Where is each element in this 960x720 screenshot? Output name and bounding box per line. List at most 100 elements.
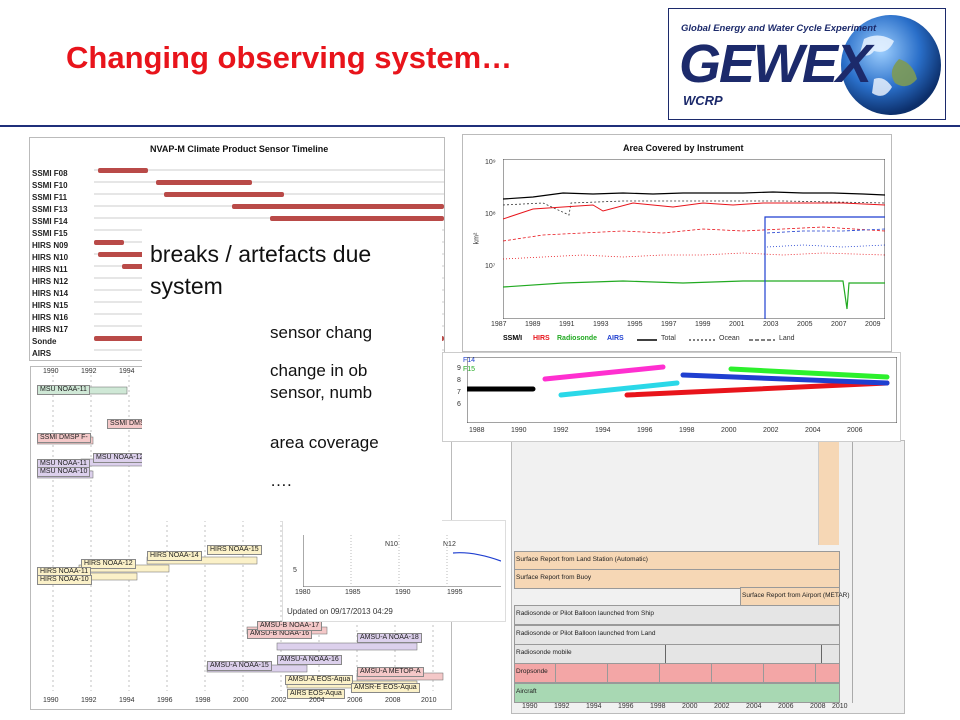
sensor-label: HIRS N09 <box>32 241 69 250</box>
bullet-text: change in ob <box>270 361 368 380</box>
x-tick: 1996 <box>618 703 634 710</box>
x-tick: 1988 <box>469 427 485 434</box>
x-tick: 1998 <box>195 697 211 704</box>
x-tick: 2006 <box>847 427 863 434</box>
bullet-item: • sensor chang <box>270 322 442 344</box>
sat-label: AIRS EOS-Aqua <box>287 689 345 699</box>
sat-label: MSU NOAA-12 <box>93 453 147 463</box>
legend-f15: F15 <box>463 366 476 373</box>
sat-label: AMSU-A NOAA-18 <box>357 633 422 643</box>
airs-total-line <box>764 216 885 319</box>
sat-label: AMSU-B NOAA-17 <box>257 621 323 631</box>
sensor-label: SSMI F11 <box>32 193 68 202</box>
sensor-label: HIRS N11 <box>32 265 68 274</box>
sensor-label: AIRS <box>32 349 52 358</box>
sensor-label: HIRS N10 <box>32 253 69 262</box>
x-tick: 2002 <box>714 703 730 710</box>
x-tick: 1996 <box>157 697 173 704</box>
x-tick: 1999 <box>695 321 711 328</box>
airs-ocean-line <box>766 228 885 234</box>
sensor-label: HIRS N15 <box>32 301 69 310</box>
legend-hirs: HIRS <box>533 335 550 342</box>
x-tick: 2007 <box>831 321 847 328</box>
x-tick: 1994 <box>119 697 135 704</box>
sensor-label: SSMI F13 <box>32 205 68 214</box>
logo-wcrp: WCRP <box>683 93 723 108</box>
x-tick: 2004 <box>746 703 762 710</box>
x-tick: 2002 <box>763 427 779 434</box>
heading-line-2: system <box>150 273 223 299</box>
x-tick: 1994 <box>595 427 611 434</box>
airs-land-line <box>766 244 885 248</box>
area-chart-ylabel: km² <box>473 232 481 245</box>
x-tick: 1998 <box>679 427 695 434</box>
slide-title: Changing observing system… <box>66 40 513 75</box>
x-tick: 1990 <box>43 368 59 375</box>
sat-label: AMSU-A NOAA-16 <box>277 655 342 665</box>
x-tick: 1994 <box>586 703 602 710</box>
x-tick: 1992 <box>81 368 97 375</box>
scatter-x-ticks: 1988 1990 1992 1994 1996 1998 2000 2002 … <box>467 427 897 437</box>
sat-label: SSMI DMSP F- <box>37 433 91 443</box>
x-tick: 1980 <box>295 589 311 596</box>
obs-row: Surface Report from Airport (METAR) <box>742 592 850 599</box>
obs-row: Radiosonde mobile <box>516 649 572 656</box>
updated-timestamp: Updated on 09/17/2013 04:29 <box>287 607 393 616</box>
timeline-title: NVAP-M Climate Product Sensor Timeline <box>150 144 329 154</box>
x-tick: 1994 <box>119 368 135 375</box>
sensor-bar <box>156 180 252 185</box>
obs-x-ticks: 1990 1992 1994 1996 1998 2000 2002 2004 … <box>512 703 904 713</box>
sensor-label: HIRS N12 <box>32 277 69 286</box>
sensor-label: SSMI F15 <box>32 229 68 238</box>
sensor-label: HIRS N17 <box>32 325 69 334</box>
bullet-item: • change in ob sensor, numb <box>270 360 442 406</box>
x-tick: 2008 <box>810 703 826 710</box>
sat-label: HIRS NOAA-14 <box>147 551 202 561</box>
legend-total: Total <box>661 335 676 342</box>
sensor-bar <box>232 204 444 209</box>
x-tick: 2010 <box>421 697 437 704</box>
bullet-item: • …. <box>270 470 442 492</box>
x-tick: 2010 <box>832 703 848 710</box>
sat-label: MSU NOAA-10 <box>37 467 91 477</box>
logo-tagline: Global Energy and Water Cycle Experiment <box>681 23 877 34</box>
sat-label: AMSU-A EOS-Aqua <box>285 675 354 685</box>
hirs-total-line <box>503 202 885 220</box>
sat-label: AMSR-E EOS-Aqua <box>351 683 420 693</box>
sensor-bar <box>270 216 444 221</box>
x-tick: 2004 <box>805 427 821 434</box>
obs-row: Radiosonde or Pilot Balloon launched fro… <box>516 610 655 617</box>
obs-row: Surface Report from Buoy <box>516 574 592 581</box>
legend-line-ocean <box>689 339 715 341</box>
segment-blue <box>680 372 890 386</box>
x-tick: 1992 <box>554 703 570 710</box>
legend-line-land <box>749 339 775 341</box>
scatter-segments-chart: 9 8 7 6 F14 F15 1988 1990 1992 1994 1996… <box>442 352 901 442</box>
segment-green <box>728 366 890 380</box>
scatter-plot <box>467 357 897 423</box>
hirs-ocean-line <box>503 226 885 242</box>
legend-land: Land <box>779 335 795 342</box>
x-tick: 1995 <box>627 321 643 328</box>
sat-label: HIRS NOAA-15 <box>207 545 262 555</box>
sensor-bar <box>98 168 148 173</box>
y-tick: 10⁹ <box>485 159 496 166</box>
sat-label: MSU NOAA-11 <box>37 385 90 395</box>
x-tick: 1990 <box>395 589 411 596</box>
sat-label: AMSU-A NOAA-15 <box>207 661 272 671</box>
x-tick: 2000 <box>233 697 249 704</box>
msu-x-ticks: 1990 1992 1994 1996 1998 2000 2002 2004 … <box>43 697 443 707</box>
x-tick: 2009 <box>865 321 881 328</box>
x-tick: 1987 <box>491 321 507 328</box>
small-sensor-chart: N10 N12 5 1980 1985 1990 1995 Updated on… <box>282 520 506 622</box>
title-rule <box>0 125 960 127</box>
scatter-legend: F14 F15 <box>459 357 489 377</box>
sensor-label: SSMI F10 <box>32 181 68 190</box>
sensor-label: HIRS N14 <box>32 289 69 298</box>
gewex-logo: Global Energy and Water Cycle Experiment… <box>668 8 946 120</box>
segment-red <box>624 380 890 398</box>
x-tick: 2001 <box>729 321 745 328</box>
bullet-item: • area coverage <box>270 432 442 454</box>
obs-row: Aircraft <box>516 688 537 695</box>
y-tick: 10⁷ <box>485 263 496 270</box>
